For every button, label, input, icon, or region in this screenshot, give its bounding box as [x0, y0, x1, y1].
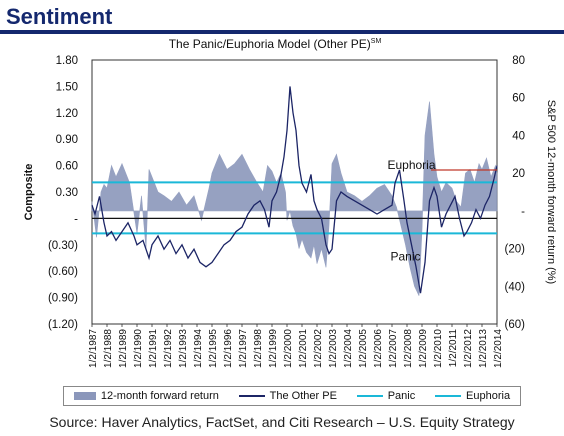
- x-tick-label: 1/2/2006: [373, 329, 384, 368]
- y2-tick-label: 80: [512, 55, 525, 67]
- x-tick-label: 1/2/1998: [253, 329, 264, 368]
- legend-label-forward-return: 12-month forward return: [100, 390, 219, 402]
- chart-legend: 12-month forward return The Other PE Pan…: [63, 386, 521, 406]
- legend-swatch-euphoria: [435, 395, 462, 397]
- legend-swatch-other-pe: [238, 395, 265, 397]
- y2-tick-label: 40: [512, 130, 525, 142]
- x-tick-label: 1/2/1991: [148, 329, 159, 368]
- y-tick-label: 0.90: [56, 134, 78, 146]
- y2-tick-label: (40): [505, 281, 526, 293]
- y-tick-label: 1.80: [56, 55, 78, 67]
- x-tick-label: 1/2/2002: [313, 329, 324, 368]
- x-tick-label: 1/2/1989: [118, 329, 129, 368]
- y2-tick-label: (60): [505, 319, 526, 331]
- x-tick-label: 1/2/2011: [448, 329, 459, 368]
- x-tick-label: 1/2/1992: [163, 329, 174, 368]
- x-tick-label: 1/2/2009: [418, 329, 429, 368]
- x-tick-label: 1/2/1997: [238, 329, 249, 368]
- chart-title-text: The Panic/Euphoria Model (Other PE): [168, 37, 371, 51]
- y2-tick-label: 60: [512, 93, 525, 105]
- page-title: Sentiment: [6, 4, 113, 29]
- legend-swatch-panic: [356, 395, 383, 397]
- series-forward-return-area: [91, 101, 498, 296]
- annotation-0: Euphoria: [387, 158, 435, 172]
- legend-label-panic: Panic: [387, 390, 416, 402]
- legend-swatch-area: [73, 392, 96, 400]
- x-tick-label: 1/2/2013: [478, 329, 489, 368]
- y2-axis-label: S&P 500 12-month forward return (%): [545, 100, 557, 284]
- y-tick-label: (0.90): [48, 293, 78, 305]
- x-tick-label: 1/2/2004: [343, 329, 354, 368]
- annotation-1: Panic: [390, 250, 420, 264]
- y2-tick-label: 20: [512, 168, 525, 180]
- legend-item-panic: Panic: [356, 390, 416, 402]
- x-tick-label: 1/2/1996: [223, 329, 234, 368]
- legend-item-other-pe: The Other PE: [238, 390, 337, 402]
- x-tick-label: 1/2/2010: [433, 329, 444, 368]
- legend-item-euphoria: Euphoria: [435, 390, 510, 402]
- chart-title-superscript: SM: [370, 38, 382, 45]
- x-tick-label: 1/2/1987: [88, 329, 99, 368]
- x-tick-label: 1/2/2005: [358, 329, 369, 368]
- x-tick-label: 1/2/2000: [283, 329, 294, 368]
- legend-item-forward-return: 12-month forward return: [73, 390, 219, 402]
- x-tick-label: 1/2/1988: [103, 329, 114, 368]
- x-tick-label: 1/2/1990: [133, 329, 144, 368]
- x-tick-label: 1/2/2007: [388, 329, 399, 368]
- y-tick-label: 0.30: [56, 187, 78, 199]
- y2-tick-label: (20): [505, 244, 526, 256]
- x-tick-label: 1/2/1993: [178, 329, 189, 368]
- y-tick-label: 0.60: [56, 161, 78, 173]
- source-note: Source: Haver Analytics, FactSet, and Ci…: [49, 414, 515, 430]
- y-tick-label: 1.20: [56, 108, 78, 120]
- x-tick-label: 1/2/1995: [208, 329, 219, 368]
- x-tick-label: 1/2/1999: [268, 329, 279, 368]
- x-tick-label: 1/2/2012: [463, 329, 474, 368]
- y-tick-label: -: [74, 213, 78, 225]
- y-tick-label: 1.50: [56, 81, 78, 93]
- chart-title: The Panic/Euphoria Model (Other PE)SM: [120, 37, 430, 51]
- title-underline: [0, 30, 564, 34]
- x-tick-label: 1/2/2003: [328, 329, 339, 368]
- y-tick-label: (0.60): [48, 266, 78, 278]
- x-tick-label: 1/2/2001: [298, 329, 309, 368]
- series-other-pe-line: [91, 86, 498, 294]
- legend-label-other-pe: The Other PE: [269, 390, 337, 402]
- y-tick-label: (1.20): [48, 319, 78, 331]
- x-tick-label: 1/2/2014: [493, 329, 504, 368]
- y-tick-label: (0.30): [48, 240, 78, 252]
- y2-tick-label: -: [521, 206, 525, 218]
- y-axis-label: Composite: [23, 164, 35, 221]
- legend-label-euphoria: Euphoria: [466, 390, 511, 402]
- x-tick-label: 1/2/1994: [193, 329, 204, 368]
- x-tick-label: 1/2/2008: [403, 329, 414, 368]
